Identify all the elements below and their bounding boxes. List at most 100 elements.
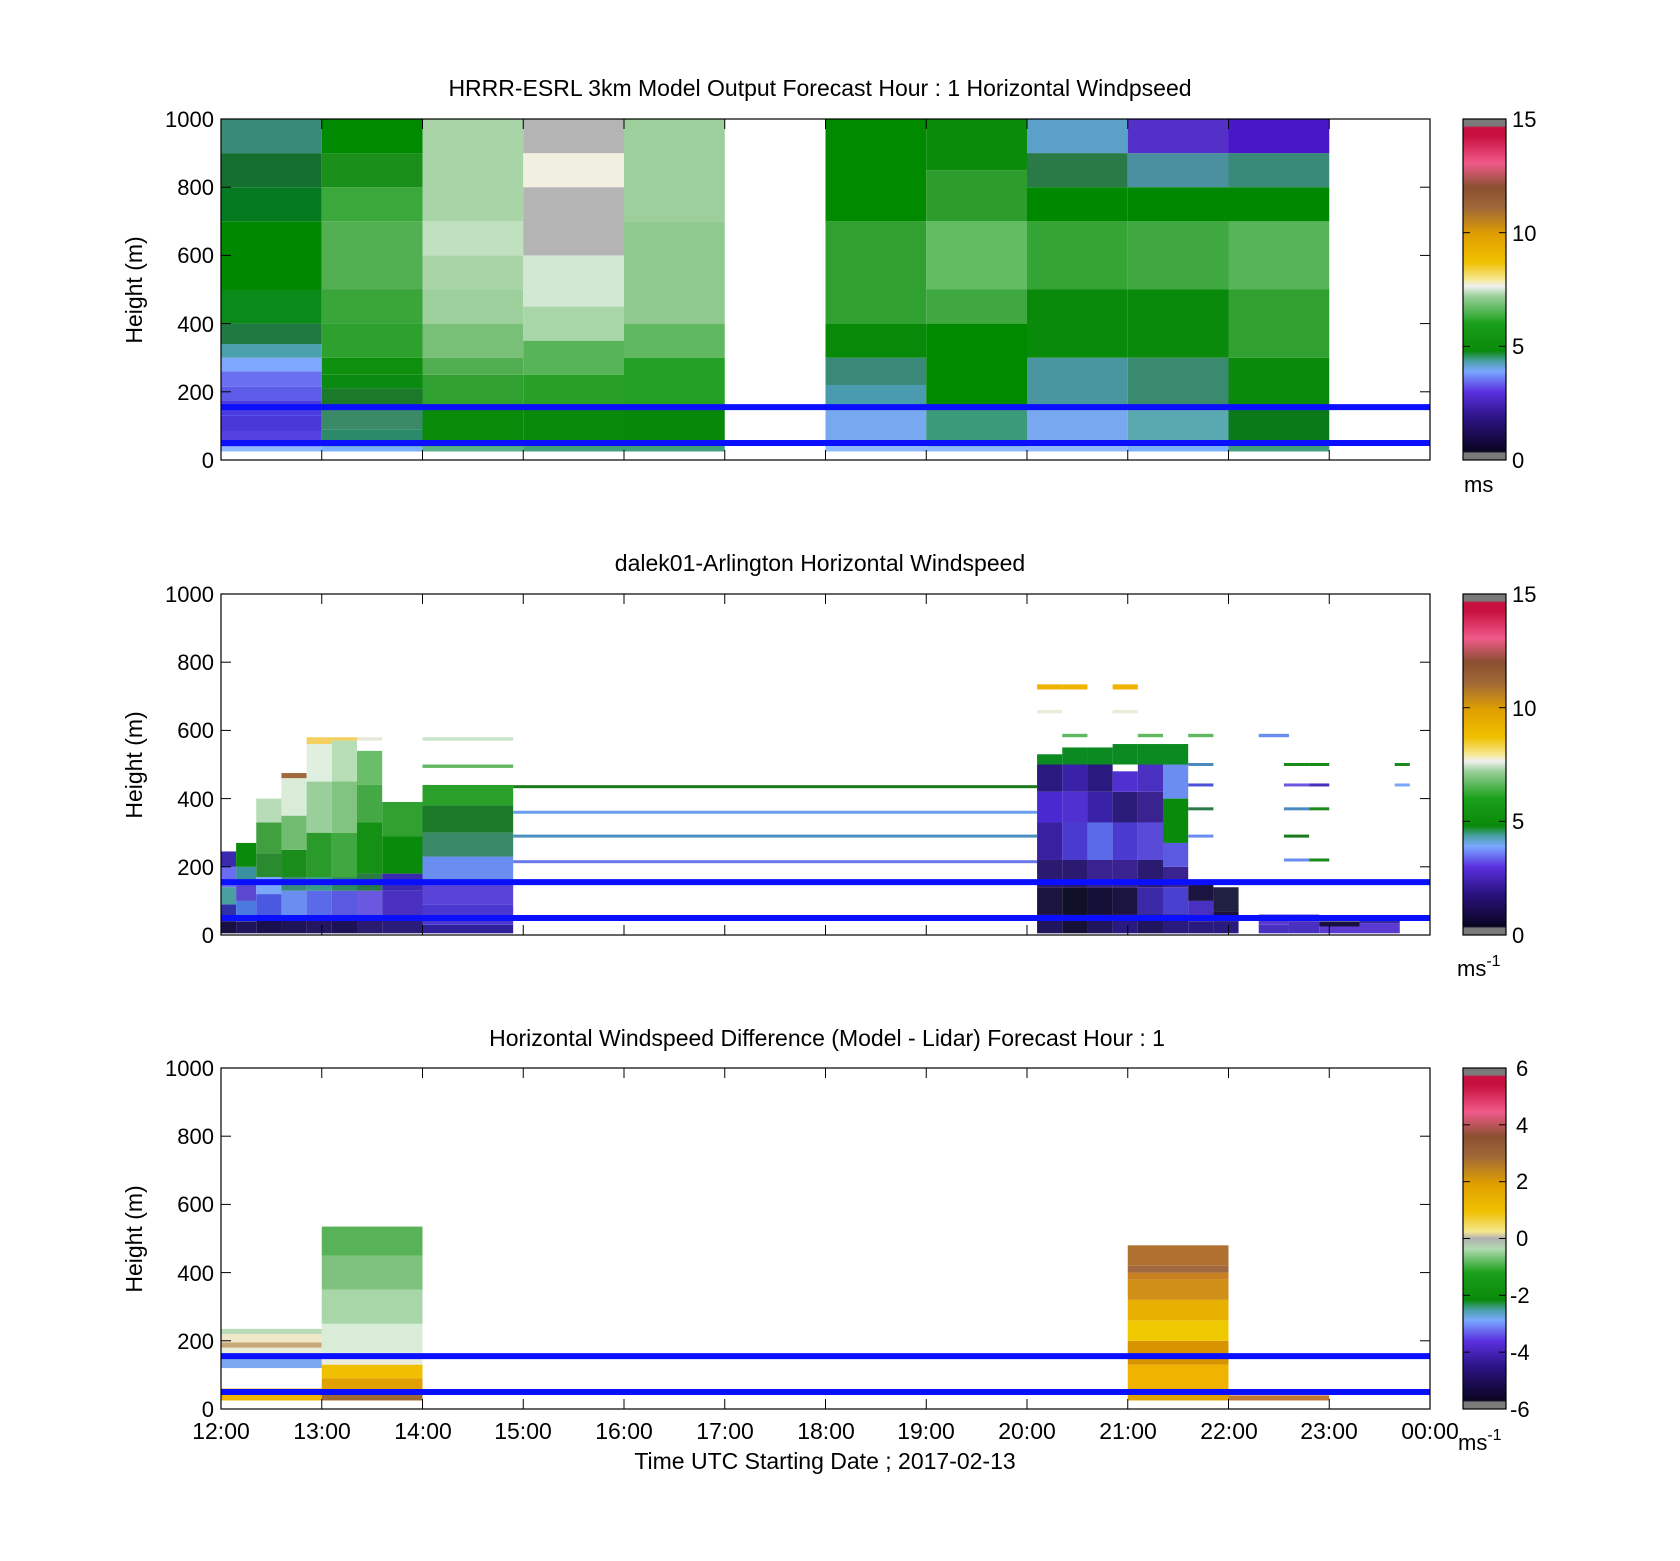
heatmap-cell <box>523 446 624 452</box>
data-streak <box>1394 783 1410 787</box>
ytick-label: 400 <box>177 787 214 812</box>
heatmap-cell <box>321 289 423 324</box>
panel-model-colorbar-frame <box>1462 118 1507 461</box>
panel-difference-colorbar <box>1463 1067 1506 1410</box>
heatmap-cell <box>382 802 423 837</box>
heatmap-cell <box>1188 880 1214 901</box>
heatmap-cell <box>422 357 524 375</box>
heatmap-cell <box>221 187 322 222</box>
heatmap-cell <box>221 344 322 358</box>
heatmap-cell <box>1112 791 1138 823</box>
heatmap-cell <box>256 894 282 918</box>
heatmap-cell <box>1112 709 1138 714</box>
ytick-label: 1000 <box>165 1056 214 1081</box>
xtick-label: 20:00 <box>998 1418 1056 1444</box>
heatmap-cell <box>523 306 624 341</box>
heatmap-cell <box>321 388 423 409</box>
heatmap-cell <box>1062 822 1088 860</box>
heatmap-cell <box>321 187 423 222</box>
data-streak <box>1283 858 1310 862</box>
panel-difference-ylabel: Height (m) <box>121 1185 147 1292</box>
heatmap-cell <box>281 773 307 779</box>
heatmap-cell <box>1127 357 1229 406</box>
heatmap-cell <box>1127 1265 1229 1273</box>
heatmap-cell <box>1127 1320 1229 1341</box>
heatmap-cell <box>331 740 358 782</box>
ytick-label: 200 <box>177 1329 214 1354</box>
heatmap-cell <box>221 119 322 154</box>
heatmap-cell <box>1188 921 1214 934</box>
heatmap-cell <box>1127 1299 1229 1321</box>
xtick-label: 14:00 <box>394 1418 452 1444</box>
heatmap-cell <box>221 289 322 324</box>
ytick-label: 400 <box>177 312 214 337</box>
heatmap-cell <box>221 323 322 345</box>
heatmap-cell <box>422 832 514 857</box>
colorbar-fill <box>1463 594 1506 935</box>
cbar-tick-label: -2 <box>1510 1283 1530 1308</box>
data-streak <box>1188 783 1214 787</box>
xtick-label: 12:00 <box>192 1418 250 1444</box>
panel-difference-title: Horizontal Windspeed Difference (Model -… <box>489 1025 1165 1051</box>
heatmap-cell <box>422 764 514 768</box>
heatmap-cell <box>523 153 624 188</box>
heatmap-cell <box>422 323 524 358</box>
data-streak <box>1309 807 1330 811</box>
heatmap-cell <box>422 737 514 741</box>
heatmap-cell <box>1027 119 1128 154</box>
heatmap-cell <box>1062 747 1088 765</box>
heatmap-cell <box>1062 791 1088 823</box>
heatmap-cell <box>321 1226 423 1256</box>
heatmap-cell <box>331 832 358 878</box>
heatmap-cell <box>382 917 423 934</box>
xtick-label: 23:00 <box>1300 1418 1358 1444</box>
xtick-label: 13:00 <box>293 1418 351 1444</box>
heatmap-cell <box>221 851 237 867</box>
heatmap-cell <box>281 849 307 878</box>
heatmap-cell <box>825 357 927 385</box>
heatmap-cell <box>306 781 332 833</box>
heatmap-cell <box>256 917 282 934</box>
heatmap-cell <box>281 917 307 934</box>
xtick-label: 22:00 <box>1200 1418 1258 1444</box>
heatmap-cell <box>523 255 624 307</box>
panel-difference-colorbar-labels: -6 -4 -2 0 2 4 6 <box>1510 1056 1530 1422</box>
heatmap-cell <box>1127 1279 1229 1300</box>
heatmap-cell <box>221 221 322 290</box>
panel-difference-xtick-labels: 12:00 13:00 14:00 15:00 16:00 17:00 18:0… <box>192 1418 1459 1444</box>
xtick-label: 00:00 <box>1401 1418 1459 1444</box>
heatmap-cell <box>221 357 322 372</box>
heatmap-cell <box>422 446 524 452</box>
heatmap-cell <box>523 374 624 409</box>
heatmap-cell <box>624 221 725 324</box>
heatmap-cell <box>624 119 725 222</box>
heatmap-cell <box>1228 446 1330 452</box>
data-streak <box>1188 807 1214 811</box>
cbar-unit-exponent: -1 <box>1487 1427 1501 1444</box>
heatmap-cell <box>523 340 624 375</box>
cbar-unit-exponent: -1 <box>1486 953 1500 970</box>
cbar-tick-label: 15 <box>1512 582 1536 607</box>
heatmap-cell <box>422 221 524 256</box>
xtick-label: 15:00 <box>494 1418 552 1444</box>
heatmap-cell <box>221 887 237 905</box>
heatmap-cell <box>1027 405 1128 447</box>
panel-lidar-colorbar <box>1463 593 1506 936</box>
panel-lidar-axes-frame <box>220 593 1431 936</box>
heatmap-cell <box>1359 919 1400 924</box>
heatmap-cell <box>321 1323 423 1353</box>
heatmap-cell <box>1037 822 1063 860</box>
panel-difference-cells <box>221 1226 1330 1401</box>
panel-model-axes-frame <box>220 118 1431 461</box>
heatmap-cell <box>1087 791 1113 823</box>
heatmap-cell <box>1127 153 1229 188</box>
heatmap-cell <box>1127 221 1229 290</box>
colorbar-fill <box>1463 119 1506 460</box>
heatmap-cell <box>422 119 524 222</box>
panel-lidar-colorbar-unit: ms-1 <box>1457 953 1501 981</box>
data-streak <box>513 834 1038 838</box>
heatmap-cell <box>1062 684 1088 690</box>
data-streak <box>1188 763 1214 766</box>
xtick-label: 19:00 <box>897 1418 955 1444</box>
